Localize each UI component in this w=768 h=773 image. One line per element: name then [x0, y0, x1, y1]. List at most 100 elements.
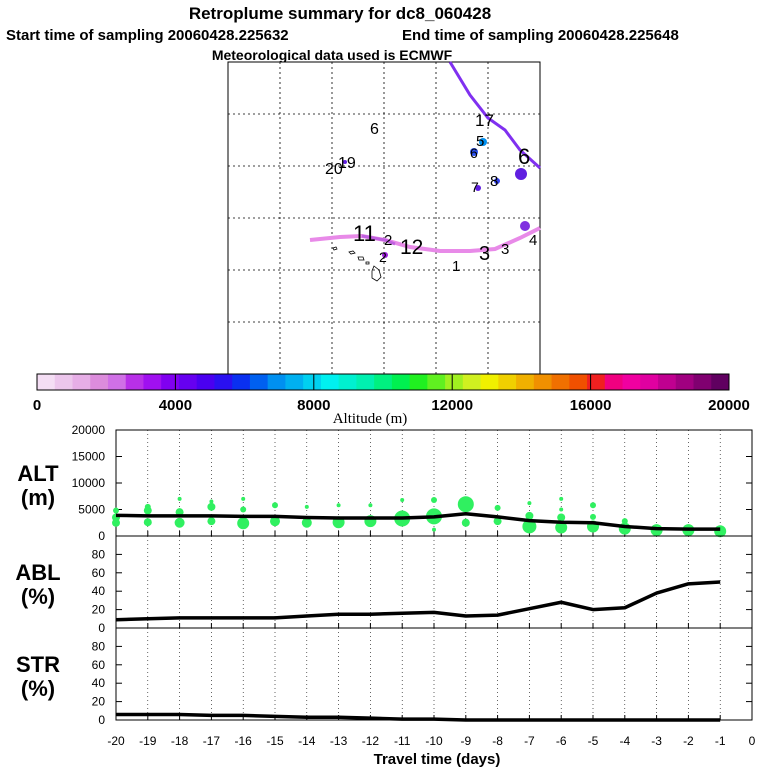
series-line [115, 580, 721, 622]
altitude-colorbar [36, 373, 730, 391]
map-label: 2 [384, 232, 392, 249]
colorbar-swatch [711, 374, 730, 390]
x-tick-label: -13 [330, 734, 348, 748]
scatter-point [621, 518, 628, 525]
colorbar-swatch [356, 374, 375, 390]
panel-frame [115, 627, 753, 721]
scatter-point [527, 501, 532, 506]
map-gridlines [228, 62, 540, 374]
colorbar-swatch [604, 374, 624, 390]
scatter-point [559, 507, 564, 512]
colorbar-swatch [54, 374, 73, 390]
colorbar-tick-label: 0 [33, 397, 41, 414]
x-tick-label: -8 [492, 734, 503, 748]
scatter-point [461, 518, 470, 527]
colorbar-swatch [569, 374, 588, 390]
colorbar-swatch [72, 374, 91, 390]
x-tick-label: 0 [749, 734, 756, 748]
map-label: 11 [353, 221, 376, 246]
colorbar-swatch [693, 374, 712, 390]
colorbar-swatch [125, 374, 144, 390]
x-tick-label: -16 [235, 734, 253, 748]
colorbar-tick-label: 16000 [570, 397, 612, 414]
colorbar-swatch [427, 374, 446, 390]
colorbar-swatch [90, 374, 109, 390]
colorbar-swatch [196, 374, 215, 390]
map-dot [470, 148, 478, 156]
colorbar-swatch [178, 374, 198, 390]
trajectory-map: 6 20 19 17 5 6 7 8 6 11 12 2 3 1 4 2 3 [227, 61, 542, 375]
colorbar-swatch [658, 374, 677, 390]
y-axis-label: ABL [15, 560, 60, 585]
x-tick-label: -19 [139, 734, 157, 748]
colorbar-swatch [462, 374, 482, 390]
y-axis-label: STR [16, 652, 60, 677]
colorbar-swatch [409, 374, 428, 390]
map-dot [515, 168, 527, 180]
figure-title: Retroplume summary for dc8_060428 [189, 4, 491, 23]
map-dot [494, 178, 500, 184]
scatter-point [304, 504, 309, 509]
scatter-point [144, 503, 151, 510]
y-axis-unit: (m) [21, 485, 55, 510]
colorbar-swatch [675, 374, 695, 390]
x-tick-label: -6 [556, 734, 567, 748]
y-tick-label: 20000 [72, 423, 106, 437]
colorbar-swatch [143, 374, 162, 390]
scatter-point [336, 503, 341, 508]
x-tick-label: -3 [651, 734, 662, 748]
trajectory-lower-core [361, 234, 396, 246]
colorbar-tick-label: 4000 [159, 397, 192, 414]
colorbar-swatch [498, 374, 517, 390]
map-label: 3 [479, 243, 490, 265]
map-label: 4 [529, 232, 537, 249]
y-tick-label: 20 [92, 603, 106, 617]
colorbar-swatch [445, 374, 464, 390]
map-dot [479, 138, 487, 146]
colorbar-swatch [267, 374, 286, 390]
y-tick-label: 0 [98, 713, 105, 727]
map-label: 17 [475, 111, 494, 130]
scatter-point [494, 504, 501, 511]
map-label: 2 [379, 249, 387, 265]
colorbar-swatch [303, 374, 322, 390]
y-tick-label: 10000 [72, 476, 106, 490]
colorbar-swatch [640, 374, 659, 390]
colorbar-swatch [516, 374, 535, 390]
scatter-point [559, 496, 564, 501]
map-labels: 6 20 19 17 5 6 7 8 6 11 12 2 3 1 4 2 3 [325, 111, 537, 275]
map-label: 19 [338, 155, 356, 172]
trajectory-upper [448, 61, 542, 170]
scatter-point [241, 496, 246, 501]
colorbar-swatch [161, 374, 180, 390]
colorbar-swatch [214, 374, 233, 390]
map-label: 7 [471, 179, 479, 195]
colorbar-swatch [533, 374, 553, 390]
scatter-point [177, 496, 182, 501]
scatter-point [143, 518, 152, 527]
x-tick-label: -2 [683, 734, 694, 748]
map-dot [475, 185, 481, 191]
x-tick-label: -10 [425, 734, 443, 748]
colorbar-tick-label: 8000 [297, 397, 330, 414]
x-axis-label: Travel time (days) [374, 751, 501, 768]
series-line [116, 712, 721, 722]
trajectory-lower [309, 226, 541, 253]
series-line [115, 511, 721, 531]
colorbar-swatch [232, 374, 251, 390]
y-tick-label: 5000 [78, 503, 105, 517]
y-axis-unit: (%) [21, 584, 55, 609]
time-series-panels: 05000100001500020000ALT(m)020406080ABL(%… [15, 423, 755, 768]
x-tick-label: -9 [460, 734, 471, 748]
scatter-point [714, 525, 727, 538]
scatter-point [270, 516, 280, 527]
scatter-point [368, 503, 373, 508]
y-tick-label: 40 [92, 584, 106, 598]
map-dot [382, 252, 388, 258]
colorbar-swatch [622, 374, 641, 390]
colorbar-label: Altitude (m) [333, 411, 408, 427]
y-axis-label: ALT [17, 461, 59, 486]
y-axis-unit: (%) [21, 676, 55, 701]
x-tick-label: -20 [107, 734, 125, 748]
